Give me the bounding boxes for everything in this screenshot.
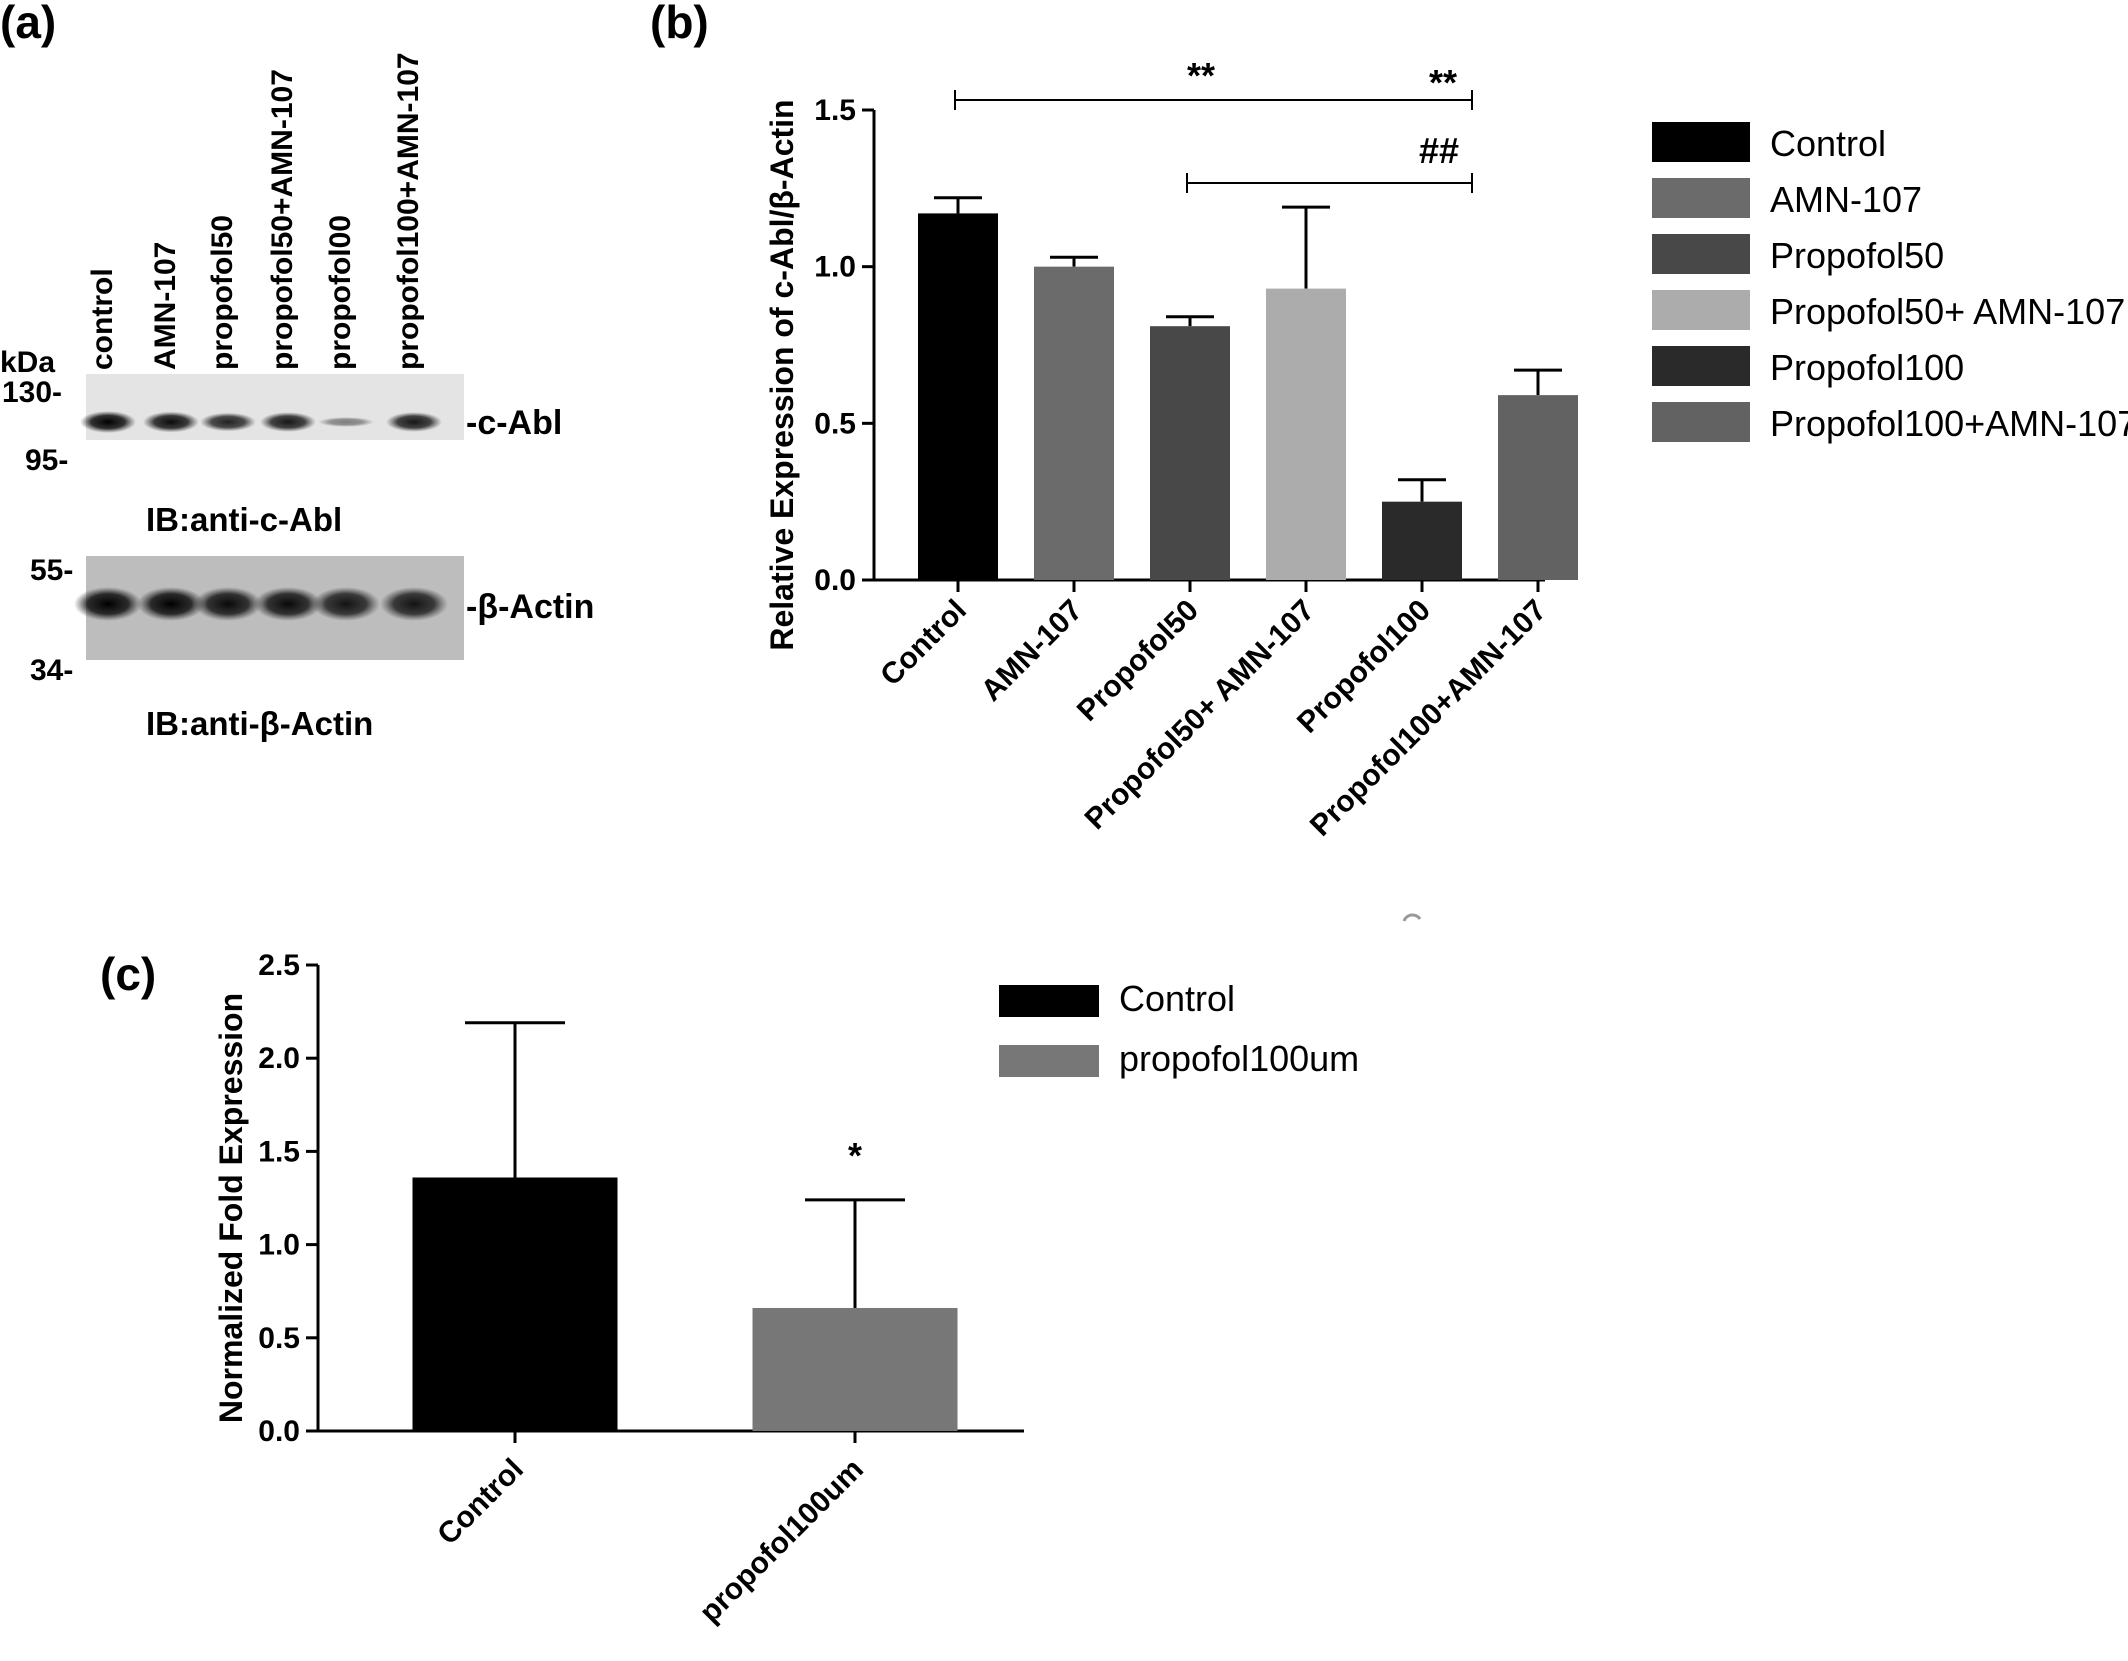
significance-label: **: [1187, 55, 1215, 96]
y-tick-label: 1.0: [814, 251, 856, 284]
legend-swatch-propofol100: [1652, 346, 1750, 386]
actin-band-propofol50: [194, 587, 262, 621]
panel-a-label: (a): [0, 0, 56, 48]
bar-control: [918, 213, 998, 580]
y-tick-label: 0.5: [814, 407, 856, 440]
x-category-label-propofol100-amn-107: Propofol100+AMN-107: [1304, 594, 1553, 843]
legend-label-amn-107: AMN-107: [1770, 179, 1922, 220]
actin-band-propofol50-amn-107: [254, 587, 322, 621]
lane-label-propofol00: propofol00: [324, 215, 357, 370]
significance-label: *: [848, 1135, 862, 1176]
legend-label-control: Control: [1119, 978, 1235, 1019]
y-axis-label: Relative Expression of c-Abl/β-Actin: [764, 99, 800, 650]
y-tick-label: 1.0: [258, 1229, 300, 1262]
actin-band-name: -β-Actin: [466, 588, 594, 626]
y-tick-label: 2.0: [258, 1042, 300, 1075]
bar-control: [412, 1177, 618, 1431]
legend-label-propofol50: Propofol50: [1770, 235, 1944, 276]
y-tick-label: 0.0: [814, 564, 856, 597]
lane-label-amn-107: AMN-107: [149, 242, 182, 370]
actin-ib-label: IB:anti-β-Actin: [146, 705, 373, 742]
x-category-label-control: Control: [874, 594, 973, 693]
y-tick-label: 0.0: [258, 1415, 300, 1448]
significance-label: **: [1429, 62, 1457, 103]
actin-band-amn-107: [137, 587, 205, 621]
marker-95: 95-: [25, 444, 68, 477]
bar-propofol50-amn-107: [1266, 288, 1346, 580]
lane-label-control: control: [86, 268, 119, 370]
lane-label-propofol100-amn-107: propofol100+AMN-107: [392, 52, 425, 370]
spinner-artifact: [1402, 913, 1422, 922]
c-abl-ib-label: IB:anti-c-Abl: [146, 501, 342, 538]
legend-swatch-propofol100-amn-107: [1652, 402, 1750, 442]
actin-band-control: [74, 587, 142, 621]
y-axis-label: Normalized Fold Expression: [213, 993, 249, 1423]
bar-amn-107: [1034, 266, 1114, 580]
legend-swatch-control: [1652, 122, 1750, 162]
legend-swatch-control: [999, 985, 1099, 1017]
bar-propofol100: [1382, 501, 1462, 580]
y-tick-label: 1.5: [814, 94, 856, 127]
lane-label-propofol50-amn-107: propofol50+AMN-107: [266, 69, 299, 370]
x-category-label-propofol100um: propofol100um: [693, 1453, 870, 1630]
bar-propofol100um: [752, 1307, 958, 1431]
c-abl-band-propofol00: [318, 417, 374, 427]
x-category-label-control: Control: [431, 1453, 530, 1552]
legend-swatch-propofol50-amn-107: [1652, 290, 1750, 330]
c-abl-band-amn-107: [143, 411, 199, 433]
legend-swatch-propofol100um: [999, 1045, 1099, 1077]
bar-propofol100-amn-107: [1498, 395, 1578, 580]
c-abl-band-propofol50: [200, 412, 256, 432]
legend-label-propofol100-amn-107: Propofol100+AMN-107: [1770, 403, 2128, 444]
actin-band-propofol00: [312, 587, 380, 621]
legend-label-propofol100um: propofol100um: [1119, 1038, 1359, 1079]
legend-label-propofol50-amn-107: Propofol50+ AMN-107: [1770, 291, 2125, 332]
lane-labels: control AMN-107 propofol50 propofol50+AMN-1…: [86, 52, 425, 370]
y-tick-label: 0.5: [258, 1322, 300, 1355]
panel-a: (a) control AMN-107 propofol50 propofol50+A…: [0, 0, 594, 742]
panel-b-label: (b): [650, 0, 709, 48]
lane-label-propofol50: propofol50: [206, 215, 239, 370]
x-category-label-propofol50-amn-107: Propofol50+ AMN-107: [1079, 594, 1321, 836]
legend-label-propofol100: Propofol100: [1770, 347, 1964, 388]
legend-label-control: Control: [1770, 123, 1886, 164]
legend-swatch-propofol50: [1652, 234, 1750, 274]
legend-swatch-amn-107: [1652, 178, 1750, 218]
kda-label: kDa: [0, 346, 55, 379]
bar-propofol50: [1150, 326, 1230, 580]
y-tick-label: 1.5: [258, 1135, 300, 1168]
marker-130: 130-: [2, 376, 62, 409]
c-abl-band-propofol50-amn-107: [260, 412, 316, 432]
actin-band-propofol100-amn-107: [380, 587, 448, 621]
c-abl-band-name: -c-Abl: [466, 404, 562, 442]
x-category-label-amn-107: AMN-107: [975, 594, 1089, 708]
marker-55: 55-: [30, 554, 73, 587]
chart-c: 0.0 0.5 1.0 1.5 2.0 2.5 Normalized Fold Expres…: [213, 949, 1359, 1629]
c-abl-band-propofol100-amn-107: [386, 412, 442, 432]
c-abl-bands: [80, 411, 442, 433]
chart-b: 0.0 0.5 1.0 1.5 Relative Expression of c-Abl…: [764, 55, 2128, 843]
significance-label: ##: [1419, 130, 1459, 171]
actin-bands: [74, 587, 448, 621]
panel-b: (b) 0.0 0.5 1.0 1.5 Relative Expression of c…: [650, 0, 2128, 922]
c-abl-band-control: [80, 411, 136, 433]
marker-34: 34-: [30, 654, 73, 687]
y-tick-label: 2.5: [258, 949, 300, 982]
panel-c: (c) 0.0 0.5 1.0 1.5 2.0 2.5 Normalized Fold Ex…: [100, 948, 1359, 1629]
panel-c-label: (c): [100, 948, 156, 1000]
